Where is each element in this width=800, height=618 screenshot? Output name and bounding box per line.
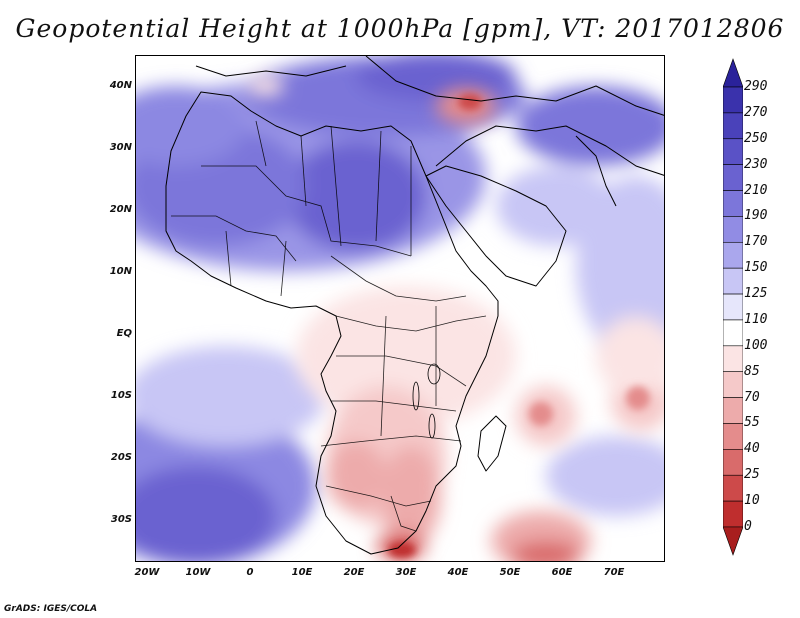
lon-label-40e: 40E <box>447 567 469 578</box>
colorbar-label: 210 <box>744 182 768 198</box>
colorbar-swatch <box>723 500 743 528</box>
colorbar-swatch <box>723 216 743 243</box>
colorbar-swatch <box>723 190 743 217</box>
colorbar-label: 100 <box>744 337 768 353</box>
lon-label-70e: 70E <box>603 567 625 578</box>
colorbar-swatch <box>723 164 743 191</box>
colorbar-swatch <box>723 397 743 424</box>
map-panel <box>135 55 665 562</box>
colorbar-swatch <box>723 138 743 165</box>
lat-label-10n: 10N <box>109 266 132 277</box>
country-borders <box>171 120 487 532</box>
lakes <box>412 363 441 439</box>
lon-label-20w: 20W <box>134 567 160 578</box>
colorbar-swatch <box>723 267 743 295</box>
chart-title: Geopotential Height at 1000hPa [gpm], VT… <box>15 14 785 43</box>
colorbar-label: 0 <box>744 519 752 534</box>
lon-label-20e: 20E <box>343 567 365 578</box>
lat-label-30s: 30S <box>110 514 132 525</box>
colorbar-label: 170 <box>744 234 768 250</box>
colorbar-label: 55 <box>744 415 760 431</box>
colorbar-swatch <box>723 449 743 476</box>
colorbar-bottom-triangle <box>723 526 743 556</box>
lon-label-50e: 50E <box>499 567 521 578</box>
colorbar-label: 250 <box>744 130 768 146</box>
field-shading <box>136 56 664 561</box>
colorbar-label: 85 <box>744 363 760 379</box>
colorbar-swatch <box>723 423 743 450</box>
colorbar-swatch <box>723 86 743 114</box>
lat-label-30n: 30N <box>109 142 132 153</box>
colorbar-label: 190 <box>744 208 768 224</box>
grads-credit: GrADS: IGES/COLA <box>4 604 98 614</box>
colorbar-label: 125 <box>744 286 768 302</box>
lon-label-10e: 10E <box>291 567 313 578</box>
lat-label-20s: 20S <box>110 452 132 463</box>
colorbar-label: 25 <box>744 467 760 483</box>
coastlines <box>165 56 664 555</box>
colorbar-label: 270 <box>744 104 768 120</box>
colorbar-swatch <box>723 112 743 140</box>
colorbar-label: 10 <box>744 493 760 509</box>
colorbar <box>723 58 743 556</box>
colorbar-label: 290 <box>744 79 768 94</box>
colorbar-top-triangle <box>723 58 743 88</box>
lon-label-30e: 30E <box>395 567 417 578</box>
colorbar-label: 40 <box>744 441 760 457</box>
lat-label-eq: EQ <box>116 328 132 339</box>
colorbar-label: 150 <box>744 260 768 276</box>
lon-label-0: 0 <box>246 567 254 578</box>
colorbar-swatch <box>723 241 743 269</box>
lon-label-60e: 60E <box>551 567 573 578</box>
lat-label-40n: 40N <box>109 80 132 91</box>
colorbar-label: 110 <box>744 311 768 327</box>
colorbar-swatch <box>723 371 743 398</box>
lon-label-10w: 10W <box>185 567 211 578</box>
colorbar-swatch <box>723 474 743 502</box>
colorbar-swatch <box>723 293 743 321</box>
lat-label-20n: 20N <box>109 204 132 215</box>
colorbar-label: 70 <box>744 389 760 405</box>
lat-label-10s: 10S <box>110 390 132 401</box>
colorbar-swatch <box>723 319 743 347</box>
colorbar-swatch <box>723 345 743 373</box>
colorbar-label: 230 <box>744 156 768 172</box>
map-field <box>136 56 664 561</box>
